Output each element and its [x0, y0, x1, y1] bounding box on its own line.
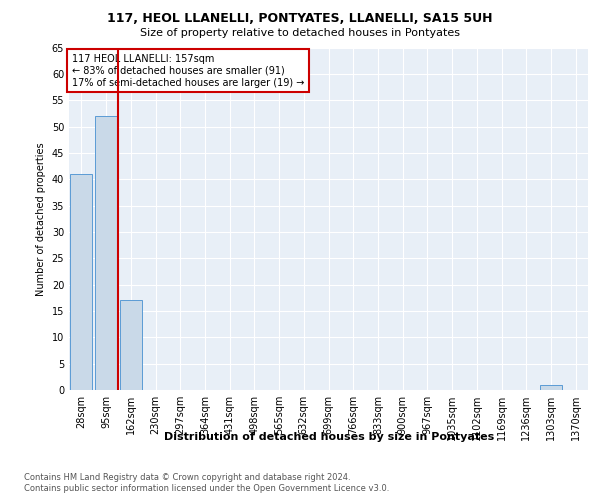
- Text: Size of property relative to detached houses in Pontyates: Size of property relative to detached ho…: [140, 28, 460, 38]
- Y-axis label: Number of detached properties: Number of detached properties: [36, 142, 46, 296]
- Text: 117, HEOL LLANELLI, PONTYATES, LLANELLI, SA15 5UH: 117, HEOL LLANELLI, PONTYATES, LLANELLI,…: [107, 12, 493, 26]
- Text: Contains public sector information licensed under the Open Government Licence v3: Contains public sector information licen…: [24, 484, 389, 493]
- Bar: [95, 116, 117, 390]
- Text: Distribution of detached houses by size in Pontyates: Distribution of detached houses by size …: [164, 432, 494, 442]
- Bar: [540, 384, 562, 390]
- Text: Contains HM Land Registry data © Crown copyright and database right 2024.: Contains HM Land Registry data © Crown c…: [24, 472, 350, 482]
- Bar: [119, 300, 142, 390]
- Bar: [70, 174, 92, 390]
- Text: 117 HEOL LLANELLI: 157sqm
← 83% of detached houses are smaller (91)
17% of semi-: 117 HEOL LLANELLI: 157sqm ← 83% of detac…: [71, 54, 304, 88]
